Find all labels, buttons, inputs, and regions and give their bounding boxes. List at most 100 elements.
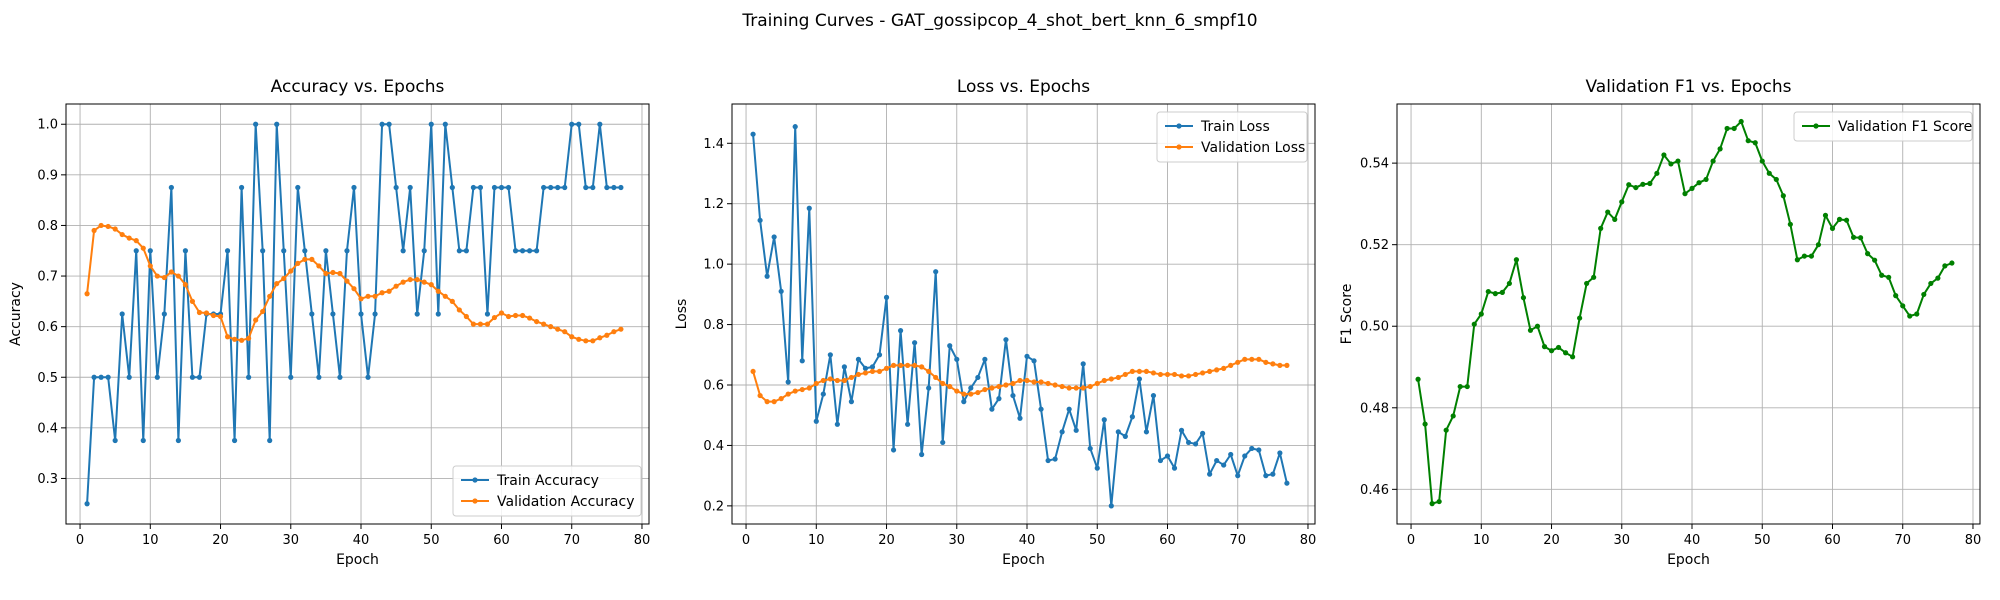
series-line [86,224,622,342]
data-point [477,184,484,191]
data-point [1185,373,1192,379]
data-point [414,311,420,317]
legend: Train Loss Validation Loss [1156,111,1308,163]
x-tick-label: 10 [142,533,159,548]
data-point [841,364,847,370]
data-point [1200,370,1206,376]
data-point [372,293,378,299]
x-tick-label: 60 [493,533,510,548]
data-point [1249,356,1255,362]
data-point [442,293,448,299]
data-point [456,307,462,313]
data-point [1059,429,1065,435]
data-point [555,184,561,191]
data-point [189,374,196,380]
data-point [1738,118,1744,125]
data-point [1464,383,1470,390]
data-point [1647,180,1653,187]
data-point [590,338,596,344]
data-point [1066,385,1072,391]
data-point [1506,280,1512,287]
data-point [498,310,505,316]
data-point [203,310,210,316]
data-point [1710,158,1716,164]
data-point [848,399,855,405]
data-point [1129,368,1135,375]
data-point [1668,161,1674,167]
data-point [1949,260,1955,266]
data-point [883,365,890,371]
data-point [541,184,547,191]
data-point [442,121,448,127]
data-point [548,184,554,191]
data-point [905,362,911,368]
data-point [449,298,455,304]
data-point [940,380,946,387]
data-point [820,377,826,384]
data-point [799,386,805,393]
data-point [1150,392,1157,399]
data-point [253,121,259,127]
data-point [1815,242,1822,248]
data-point [862,365,869,371]
data-point [982,356,988,362]
data-point [534,248,540,254]
data-point [1242,356,1248,362]
data-point [785,391,791,397]
data-point [246,335,252,341]
data-point [926,368,932,375]
x-tick-label: 80 [634,533,651,548]
data-point [1284,362,1290,368]
legend: Train Accuracy Validation Accuracy [452,465,642,517]
legend-marker [1813,123,1819,129]
data-point [1850,234,1857,240]
data-point [1207,471,1213,477]
data-point [330,311,336,317]
data-point [224,334,231,340]
series-line [1417,120,1953,505]
x-tick-label: 0 [1407,533,1415,548]
data-point [1541,344,1548,350]
data-point [1108,376,1114,382]
data-point [778,288,784,294]
y-tick-label: 0.46 [1360,483,1389,498]
data-point [975,374,981,381]
data-point [161,274,167,281]
data-point [1284,480,1290,486]
data-point [841,377,847,384]
data-point [813,380,819,387]
data-point [583,338,589,344]
data-point [119,311,125,317]
data-point [253,317,259,323]
series-train-loss [750,124,1290,509]
y-axis-label: Accuracy [8,282,24,346]
x-tick-label: 50 [1089,533,1106,548]
data-point [1031,379,1037,385]
data-point [1164,453,1171,459]
data-point [84,291,90,297]
data-point [1249,445,1255,452]
data-point [820,391,826,397]
data-point [750,368,756,375]
data-point [239,184,245,191]
data-point [1591,274,1597,280]
data-point [133,248,139,254]
data-point [792,388,798,394]
data-point [771,399,777,405]
data-point [281,275,287,282]
data-point [421,279,427,285]
data-point [1928,280,1934,287]
data-point [1921,291,1927,298]
data-point [562,329,568,335]
y-tick-label: 0.5 [37,371,58,386]
data-point [1178,373,1185,379]
data-point [1640,181,1646,187]
data-point [1562,350,1569,356]
data-point [1872,257,1878,263]
series-validation-loss [750,356,1290,405]
data-point [1605,209,1611,215]
data-point [1228,451,1234,458]
data-point [1073,385,1079,391]
x-tick-label: 60 [1824,533,1841,548]
data-point [231,437,238,444]
